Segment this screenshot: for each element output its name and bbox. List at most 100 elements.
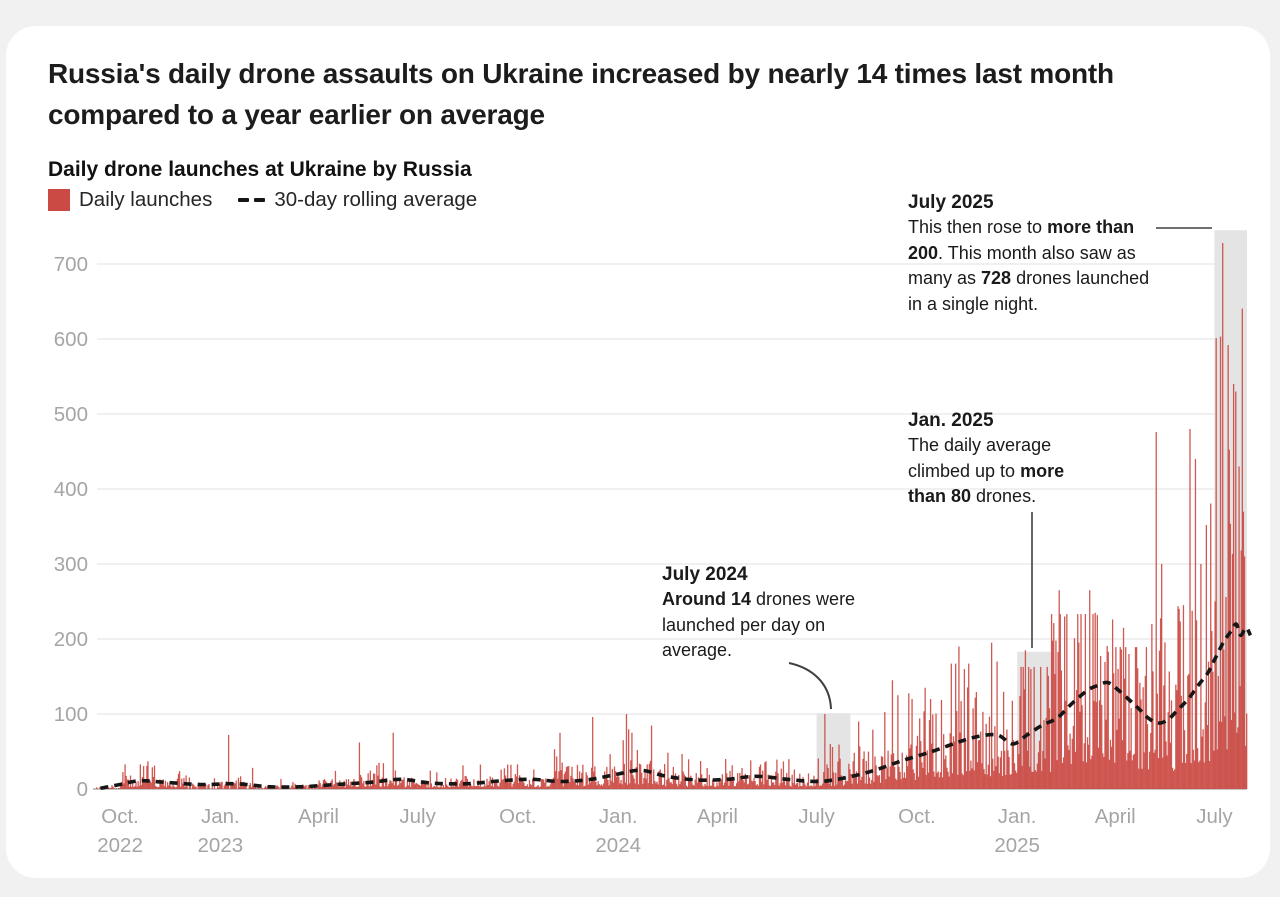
daily-bar	[462, 765, 464, 789]
daily-bar	[392, 732, 394, 789]
daily-bar	[879, 782, 882, 789]
daily-bar	[653, 769, 655, 789]
daily-bar	[1194, 459, 1197, 789]
daily-bar	[1208, 761, 1211, 789]
daily-bar	[539, 786, 542, 789]
daily-bar	[746, 784, 749, 789]
daily-bar	[291, 785, 293, 789]
daily-bar	[830, 785, 833, 789]
daily-bar	[1213, 750, 1215, 789]
daily-bar	[503, 768, 506, 789]
daily-bar	[1222, 243, 1224, 789]
daily-bar	[675, 783, 678, 789]
daily-bar	[1201, 736, 1203, 789]
daily-bar	[1021, 765, 1023, 789]
daily-bar	[1214, 601, 1216, 789]
daily-bar	[1183, 730, 1186, 789]
daily-bar	[682, 771, 684, 789]
daily-bar	[498, 786, 500, 789]
daily-bar	[720, 779, 722, 789]
daily-bar	[1101, 704, 1103, 789]
x-axis-tick-labels: Oct. 2022 Jan. 2023 April July Oct. Jan. 2024 Apr…	[97, 805, 1233, 857]
daily-bar	[1029, 766, 1031, 789]
y-tick-label: 300	[54, 553, 88, 576]
daily-bar	[631, 732, 633, 789]
daily-bar	[826, 764, 828, 789]
daily-bar	[553, 749, 556, 789]
daily-bar	[535, 787, 537, 789]
daily-bar	[985, 723, 987, 789]
daily-bar	[920, 741, 922, 789]
daily-bar	[208, 783, 210, 789]
daily-bar	[118, 788, 121, 789]
daily-bar	[168, 785, 170, 789]
daily-bar	[765, 761, 767, 789]
daily-bar	[1219, 336, 1222, 789]
daily-bar	[471, 785, 473, 789]
daily-bar	[1087, 744, 1090, 789]
daily-bar	[872, 729, 874, 789]
daily-bar	[722, 785, 725, 789]
daily-bar	[319, 782, 321, 789]
daily-bar	[632, 775, 634, 789]
daily-bar	[948, 776, 950, 789]
daily-bar	[1110, 746, 1113, 789]
daily-bar	[839, 758, 841, 789]
daily-bar	[1017, 740, 1019, 789]
daily-bar	[108, 787, 110, 789]
daily-bar	[571, 766, 573, 789]
daily-bar	[1142, 687, 1144, 789]
daily-bar	[980, 731, 982, 789]
daily-bar	[1038, 740, 1041, 789]
daily-bar	[856, 783, 859, 789]
daily-bar	[447, 786, 449, 789]
daily-bar	[534, 787, 536, 789]
daily-bar	[962, 775, 964, 789]
daily-bar	[1226, 749, 1228, 789]
daily-bar	[372, 773, 375, 789]
daily-bar	[869, 783, 872, 789]
daily-bar	[582, 764, 584, 789]
daily-bar	[510, 764, 512, 789]
daily-bar	[635, 767, 637, 789]
daily-bar	[336, 786, 339, 789]
daily-bar	[1169, 742, 1172, 789]
daily-bar	[1043, 720, 1045, 789]
daily-bar	[960, 701, 962, 789]
daily-bar	[1177, 606, 1179, 789]
daily-bar	[480, 786, 483, 789]
daily-bar	[508, 782, 510, 789]
daily-bar	[1064, 616, 1066, 789]
daily-bar	[727, 778, 729, 789]
daily-bar	[677, 786, 679, 789]
daily-bar	[550, 780, 552, 789]
daily-bar	[629, 783, 631, 789]
daily-bar	[707, 786, 709, 789]
daily-bar	[1230, 720, 1233, 789]
daily-bar	[698, 781, 701, 789]
daily-bar	[1078, 642, 1080, 789]
daily-bar	[715, 786, 717, 789]
daily-bar	[140, 784, 143, 789]
daily-bar	[379, 786, 381, 789]
daily-bar	[536, 786, 538, 789]
daily-bar	[808, 786, 811, 789]
daily-bar	[796, 782, 799, 789]
daily-bar	[601, 785, 604, 789]
daily-bar	[1105, 719, 1107, 789]
daily-bar	[467, 786, 470, 789]
daily-bar	[133, 786, 135, 789]
daily-bar	[568, 766, 570, 789]
daily-bar	[687, 759, 690, 789]
daily-bar	[1046, 666, 1048, 789]
daily-bar	[551, 781, 554, 789]
daily-bar	[955, 663, 957, 789]
daily-bar	[202, 786, 205, 789]
x-tick-month-label: Oct.	[101, 805, 139, 828]
daily-bar	[169, 783, 171, 789]
daily-bar	[1171, 767, 1174, 789]
daily-bar	[660, 772, 663, 789]
daily-bar	[1193, 760, 1196, 789]
daily-bar	[519, 775, 521, 789]
daily-bar	[971, 768, 973, 789]
